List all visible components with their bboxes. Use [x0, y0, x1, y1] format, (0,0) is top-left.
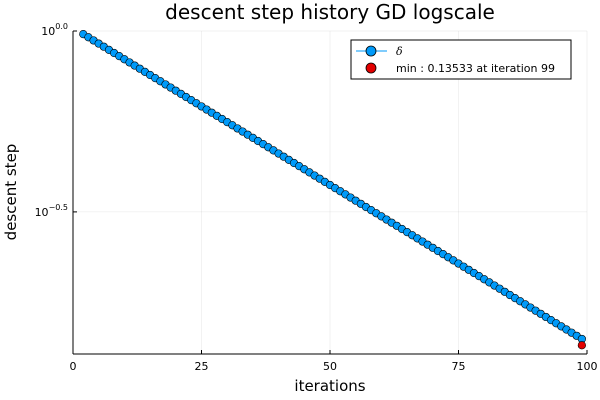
legend-label-min: min : 0.13533 at iteration 99: [396, 62, 555, 75]
x-tick-label: 25: [195, 360, 209, 373]
series-points: [79, 30, 586, 344]
min-point: [577, 341, 586, 350]
y-tick-label: 100.0: [41, 22, 68, 38]
x-tick-label: 0: [70, 360, 77, 373]
x-tick-label: 50: [323, 360, 337, 373]
x-tick-label: 75: [452, 360, 466, 373]
legend-marker-delta: [365, 45, 377, 57]
y-tick-label: 10−0.5: [35, 203, 68, 219]
legend-box: [350, 39, 572, 80]
x-axis-label: iterations: [294, 377, 365, 395]
ticks: 0 25 50 75 100 100.0 10−0.5: [35, 22, 598, 373]
min-data-point: [577, 341, 586, 350]
legend-label-delta: δ: [396, 45, 403, 58]
legend-marker-min: [365, 62, 377, 74]
legend: δ min : 0.13533 at iteration 99: [350, 39, 572, 80]
chart-title: descent step history GD logscale: [165, 0, 495, 24]
y-axis-label: descent step: [2, 144, 20, 241]
x-tick-label: 100: [577, 360, 598, 373]
grid: [72, 30, 588, 354]
